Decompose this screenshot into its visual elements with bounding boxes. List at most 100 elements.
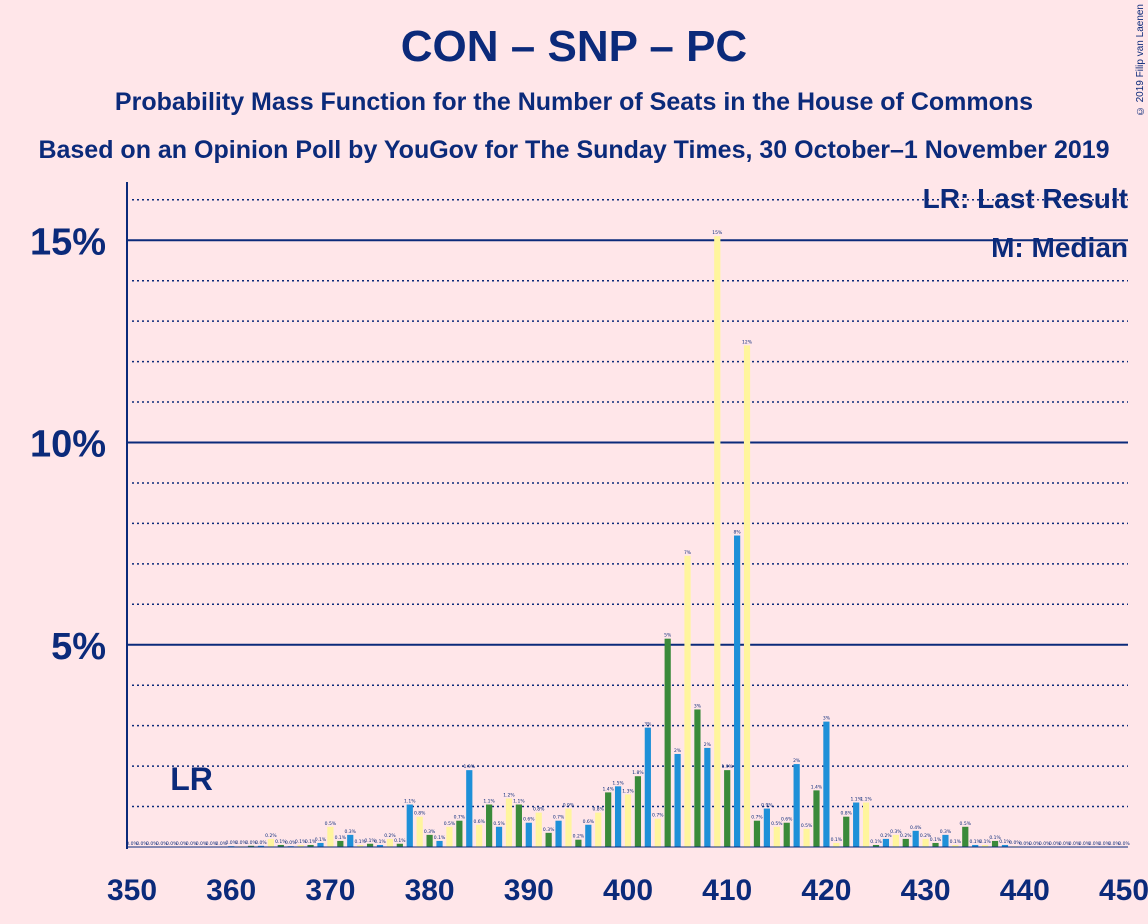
bar-seat-389 — [515, 804, 522, 847]
bar-value-label: 1.1% — [483, 799, 495, 805]
x-tick-label: 430 — [901, 874, 951, 907]
bar-seat-397 — [595, 812, 602, 847]
bar-value-label: 0.7% — [652, 813, 664, 819]
bar-value-label: 3% — [694, 703, 702, 709]
bar-seat-372 — [347, 834, 354, 847]
bar-seat-396 — [585, 824, 592, 847]
bar-value-label: 0.7% — [553, 815, 565, 821]
x-tick-label: 410 — [702, 874, 752, 907]
bar-value-label: 0.7% — [751, 815, 763, 821]
bar-value-label: 0.1% — [315, 837, 327, 843]
bar-value-label: 0.3% — [890, 829, 902, 835]
bar-seat-391 — [535, 812, 542, 847]
bar-value-label: 0.0% — [1069, 841, 1081, 847]
bar-value-label: 0.2% — [900, 833, 912, 839]
bar-seat-407 — [694, 709, 701, 847]
bar-value-label: 0.9% — [563, 803, 575, 809]
x-tick-label: 370 — [305, 874, 355, 907]
bar-value-label: 1.1% — [513, 799, 525, 805]
bar-seat-423 — [853, 802, 860, 847]
gridlines — [127, 199, 1128, 808]
bar-value-label: 0.0% — [126, 841, 138, 847]
bar-seat-394 — [565, 808, 572, 847]
bar-seat-405 — [674, 753, 681, 847]
chart-subtitle-1: Probability Mass Function for the Number… — [114, 88, 1034, 116]
bar-value-label: 0.1% — [870, 839, 882, 845]
bar-seat-400 — [624, 794, 632, 847]
bar-seat-434 — [962, 826, 969, 847]
bar-value-label: 0.0% — [1108, 841, 1120, 847]
bar-value-label: 0.5% — [801, 823, 813, 829]
bar-value-label: 0.0% — [1089, 841, 1101, 847]
bar-value-label: 0.0% — [245, 840, 257, 846]
bar-value-label: 0.1% — [989, 835, 1001, 841]
bar-value-label: 0.0% — [1059, 841, 1071, 847]
bar-seat-399 — [614, 786, 622, 847]
bar-value-label: 0.5% — [493, 821, 505, 827]
bar-seat-402 — [644, 727, 651, 847]
bar-seat-377 — [396, 843, 403, 847]
bar-value-label: 0.2% — [920, 833, 932, 839]
bar-value-label: 0.5% — [960, 821, 972, 827]
bar-seat-414 — [763, 808, 770, 847]
bar-value-label: 0.3% — [345, 829, 357, 835]
bar-seat-403 — [654, 818, 661, 847]
bars — [228, 236, 1018, 847]
bar-value-label: 0.8% — [533, 807, 545, 813]
bar-seat-426 — [882, 838, 890, 847]
bar-labels: 0.0%0.0%0.0%0.0%0.0%0.0%0.0%0.0%0.0%0.0%… — [126, 230, 1130, 847]
bar-seat-364 — [267, 838, 274, 847]
bar-value-label: 0.0% — [186, 841, 198, 847]
bar-value-label: 0.0% — [166, 841, 178, 847]
bar-seat-430 — [922, 838, 929, 847]
bar-value-label: 0.2% — [573, 834, 585, 840]
bar-seat-421 — [833, 842, 840, 847]
bar-value-label: 0.1% — [374, 839, 386, 845]
bar-value-label: 0.0% — [1118, 841, 1130, 847]
bar-value-label: 0.6% — [781, 817, 793, 823]
bar-value-label: 1.8% — [632, 770, 644, 776]
bar-value-label: 0.5% — [771, 821, 783, 827]
bar-seat-435 — [972, 844, 979, 847]
bar-seat-392 — [545, 832, 552, 847]
bar-seat-386 — [486, 804, 493, 847]
bar-seat-362 — [247, 845, 255, 847]
bar-seat-413 — [753, 820, 761, 847]
bar-value-label: 1.5% — [612, 780, 624, 786]
bar-value-label: 0.2% — [880, 833, 892, 839]
bar-value-label: 0.1% — [969, 839, 981, 845]
bar-seat-369 — [317, 842, 324, 847]
bar-value-label: 0.0% — [235, 840, 247, 846]
y-tick-label: 10% — [30, 424, 106, 466]
bar-value-label: 12% — [742, 339, 753, 345]
x-tick-label: 420 — [801, 874, 851, 907]
bar-seat-425 — [872, 844, 880, 847]
bar-value-label: 1.9% — [721, 764, 733, 770]
x-tick-label: 350 — [107, 874, 157, 907]
bar-value-label: 0.0% — [206, 841, 218, 847]
bar-value-label: 3% — [823, 716, 831, 722]
bar-value-label: 2% — [793, 758, 801, 764]
bar-value-label: 2% — [704, 742, 712, 748]
bar-seat-384 — [466, 770, 473, 847]
bar-seat-388 — [505, 798, 513, 847]
bar-seat-404 — [664, 638, 671, 847]
bar-seat-424 — [862, 802, 870, 847]
bar-seat-431 — [932, 842, 939, 847]
bar-value-label: 1.1% — [404, 799, 416, 805]
bar-value-label: 0.1% — [275, 839, 287, 845]
y-tick-label: 5% — [51, 626, 106, 668]
bar-value-label: 0.8% — [593, 807, 605, 813]
x-tick-label: 360 — [206, 874, 256, 907]
bar-seat-432 — [942, 834, 949, 847]
bar-value-label: 0.0% — [136, 841, 148, 847]
bar-value-label: 0.3% — [543, 827, 555, 833]
bar-value-label: 1.3% — [622, 788, 634, 794]
x-tick-label: 390 — [504, 874, 554, 907]
last-result-marker: LR — [170, 761, 213, 797]
bar-value-label: 0.0% — [255, 840, 267, 846]
bar-value-label: 1.1% — [850, 797, 862, 803]
bar-value-label: 0.0% — [156, 841, 168, 847]
bar-value-label: 0.4% — [910, 825, 922, 831]
bar-seat-367 — [297, 844, 304, 847]
